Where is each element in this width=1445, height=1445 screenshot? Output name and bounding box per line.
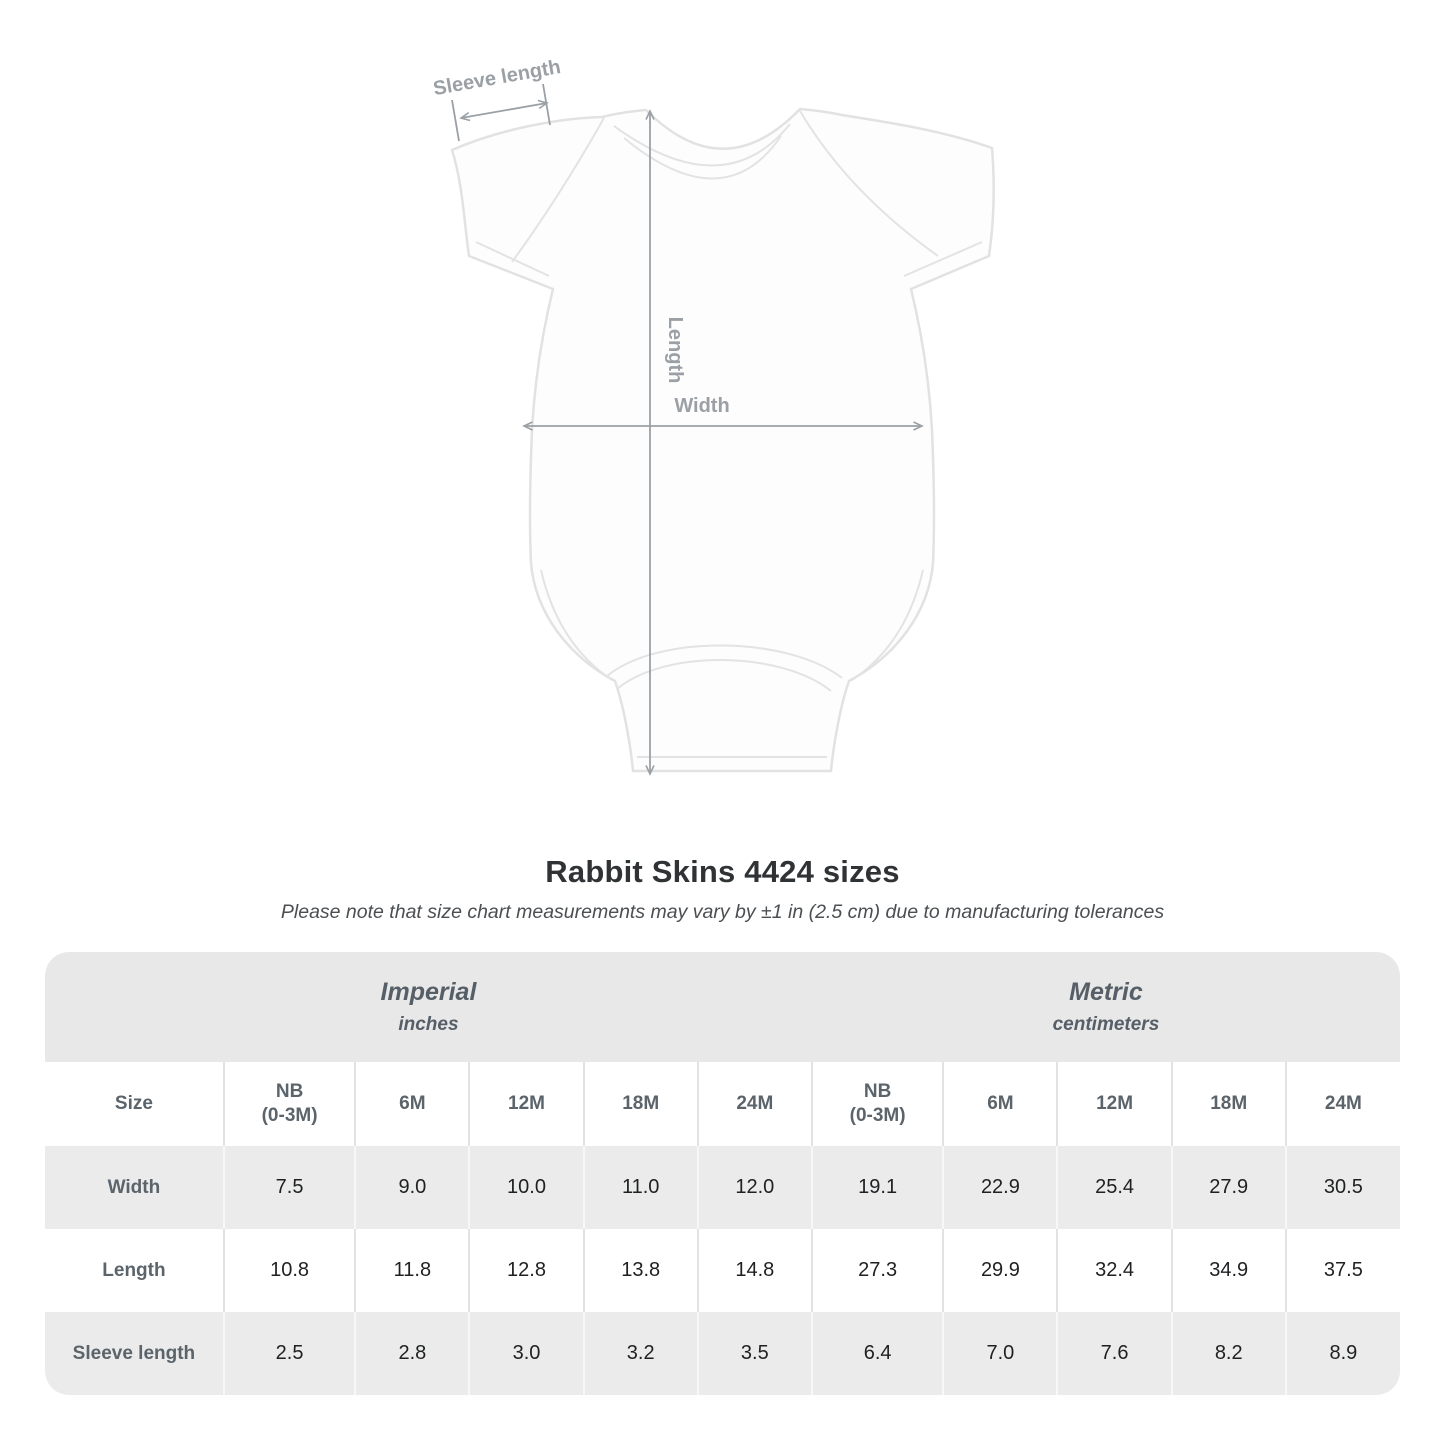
dimension-lines (451, 83, 924, 776)
measurement-value: 13.8 (582, 1229, 698, 1312)
measurement-value: 22.9 (942, 1146, 1058, 1229)
measurement-value: 10.0 (468, 1146, 584, 1229)
measurement-value: 25.4 (1056, 1146, 1172, 1229)
width-label: Width (674, 395, 729, 417)
measurement-value: 3.5 (696, 1312, 812, 1395)
measurement-value: 11.8 (354, 1229, 470, 1312)
page-title: Rabbit Skins 4424 sizes (545, 854, 900, 889)
size-col-header: 24M (1284, 1062, 1400, 1146)
size-col-header: 12M (468, 1062, 584, 1146)
size-col-header: 18M (582, 1062, 698, 1146)
imperial-group-unit: inches (398, 1014, 459, 1035)
measurement-value: 3.0 (468, 1312, 584, 1395)
sleeve-length-label: Sleeve length (432, 56, 563, 100)
measurement-value: 19.1 (810, 1146, 944, 1229)
measurement-value: 7.6 (1056, 1312, 1172, 1395)
measurement-row: Length 10.8 11.8 12.8 13.8 14.8 27.3 29.9 32.4 34… (45, 1229, 1400, 1312)
size-col-header: 24M (696, 1062, 812, 1146)
tolerance-note: Please note that size chart measurements… (280, 901, 1165, 923)
measurement-value: 32.4 (1056, 1229, 1172, 1312)
measurement-row: Width 7.5 9.0 10.0 11.0 12.0 19.1 22.9 25.4 27.9 3… (45, 1146, 1400, 1229)
size-header-row: Size NB (0-3M) 6M 12M 18M 24M NB (0-3M) 6M 12M 1… (45, 1062, 1400, 1146)
measurement-value: 8.9 (1284, 1312, 1400, 1395)
measurement-value: 30.5 (1284, 1146, 1400, 1229)
row-label: Sleeve length (45, 1312, 224, 1395)
bodysuit-illustration (450, 107, 995, 773)
measurement-value: 29.9 (942, 1229, 1058, 1312)
size-col-header: 6M (942, 1062, 1058, 1146)
size-corner-header: Size (45, 1062, 224, 1146)
size-col-header: 18M (1170, 1062, 1286, 1146)
size-col-header: NB (0-3M) (222, 1062, 356, 1146)
size-col-header: NB (0-3M) (810, 1062, 944, 1146)
size-table: Imperial inches Metric centimeters Size … (45, 952, 1400, 1395)
measurement-value: 12.0 (696, 1146, 812, 1229)
measurement-value: 11.0 (582, 1146, 698, 1229)
measurement-value: 8.2 (1170, 1312, 1286, 1395)
measurement-value: 37.5 (1284, 1229, 1400, 1312)
measurement-value: 12.8 (468, 1229, 584, 1312)
measurement-value: 3.2 (582, 1312, 698, 1395)
size-table-container: Imperial inches Metric centimeters Size … (45, 952, 1400, 1395)
measurement-value: 27.3 (810, 1229, 944, 1312)
measurement-value: 27.9 (1170, 1146, 1286, 1229)
metric-group-header: Metric centimeters (811, 952, 1400, 1062)
size-col-header: 12M (1056, 1062, 1172, 1146)
measurement-value: 34.9 (1170, 1229, 1286, 1312)
measurement-value: 2.8 (354, 1312, 470, 1395)
length-label: Length (664, 317, 686, 384)
measurement-value: 6.4 (810, 1312, 944, 1395)
measurement-value: 7.0 (942, 1312, 1058, 1395)
row-label: Length (45, 1229, 224, 1312)
measurement-value: 9.0 (354, 1146, 470, 1229)
size-table-body: Width 7.5 9.0 10.0 11.0 12.0 19.1 22.9 25.4 27.9 3… (45, 1146, 1400, 1395)
metric-group-title: Metric (1069, 978, 1143, 1006)
sleeve-dimension-tick-right (542, 83, 551, 126)
size-col-header: 6M (354, 1062, 470, 1146)
title-block: Rabbit Skins 4424 sizes Please note that… (0, 828, 1445, 924)
sleeve-dimension-line (459, 99, 549, 122)
sleeve-dimension-tick-left (451, 99, 460, 142)
metric-group-unit: centimeters (1052, 1014, 1160, 1035)
garment-diagram: Sleeve length Length Width (432, 56, 995, 776)
unit-band-row: Imperial inches Metric centimeters (45, 952, 1400, 1062)
imperial-group-header: Imperial inches (45, 952, 812, 1062)
bodysuit-outline (450, 107, 995, 773)
measurement-value: 10.8 (222, 1229, 356, 1312)
imperial-group-title: Imperial (380, 978, 477, 1006)
measurement-value: 7.5 (222, 1146, 356, 1229)
measurement-value: 14.8 (696, 1229, 812, 1312)
measurement-row: Sleeve length 2.5 2.8 3.0 3.2 3.5 6.4 7.0 7.6 8.2… (45, 1312, 1400, 1395)
measurement-value: 2.5 (222, 1312, 356, 1395)
row-label: Width (45, 1146, 224, 1229)
